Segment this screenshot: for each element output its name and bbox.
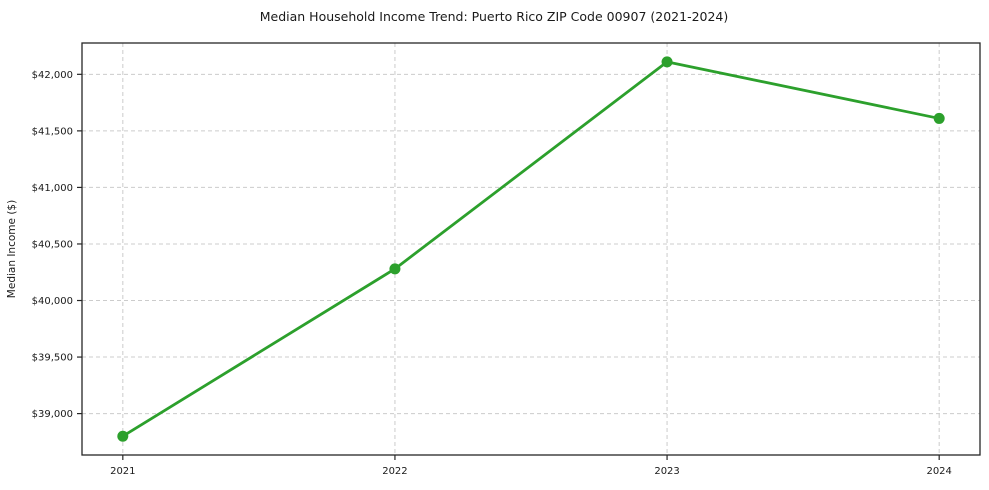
y-tick-label: $40,000 (32, 296, 73, 307)
data-point-marker (933, 112, 945, 124)
chart-title: Median Household Income Trend: Puerto Ri… (260, 9, 729, 24)
y-axis-label: Median Income ($) (6, 200, 18, 298)
x-tick-label: 2024 (926, 466, 951, 477)
plot-border (81, 42, 981, 456)
plot-area: $39,000 $39,500 $40,000 $40,500 $41,000 $41,5… (32, 42, 981, 477)
y-tick-label: $39,000 (32, 409, 73, 420)
y-tick-label: $42,000 (32, 70, 73, 81)
x-tick-label: 2022 (382, 466, 407, 477)
x-tick-label: 2021 (110, 466, 135, 477)
data-point-marker (661, 56, 673, 68)
x-tick-label: 2023 (654, 466, 679, 477)
y-tick-label: $40,500 (32, 239, 73, 250)
line-series (121, 60, 941, 438)
data-point-marker (389, 263, 401, 275)
data-point-marker (117, 430, 129, 442)
y-tick-label: $39,500 (32, 353, 73, 364)
y-tick-label: $41,000 (32, 183, 73, 194)
y-tick-label: $41,500 (32, 126, 73, 137)
